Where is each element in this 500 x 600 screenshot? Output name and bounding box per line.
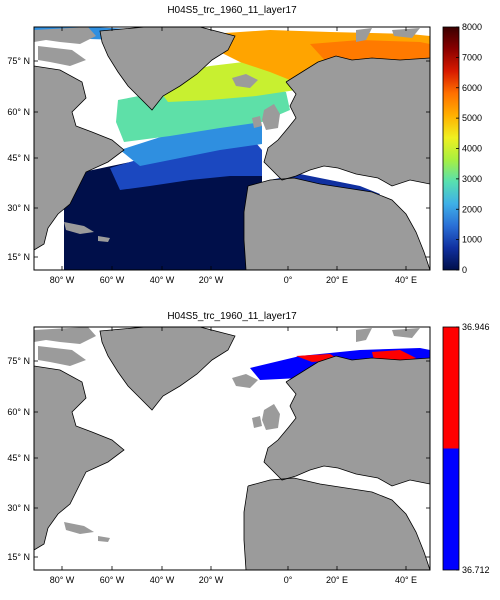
lat-tick-label: 45° N <box>7 453 30 463</box>
lon-tick-label: 40° E <box>395 575 417 585</box>
lon-tick-label: 20° W <box>199 575 224 585</box>
lon-tick-label: 40° W <box>150 275 175 285</box>
lat-tick-label: 30° N <box>7 203 30 213</box>
lon-tick-label: 40° W <box>150 575 175 585</box>
colorbar-tick-label: 6000 <box>462 83 482 93</box>
colorbar-tick-label: 36.712 <box>462 565 490 575</box>
lon-tick-label: 80° W <box>50 575 75 585</box>
lon-tick-label: 80° W <box>50 275 75 285</box>
lat-tick-label: 15° N <box>7 552 30 562</box>
colorbar-tick-label: 4000 <box>462 144 482 154</box>
colorbar-tick-label: 5000 <box>462 113 482 123</box>
colorbar-tick-label: 7000 <box>462 52 482 62</box>
lon-tick-label: 20° E <box>326 575 348 585</box>
colorbar-tick-label: 0 <box>462 265 467 275</box>
lon-tick-label: 0° <box>284 575 293 585</box>
colorbar-tick-label: 3000 <box>462 174 482 184</box>
colorbar-tick-label: 8000 <box>462 22 482 32</box>
lon-tick-label: 60° W <box>100 275 125 285</box>
map-frame <box>33 26 431 271</box>
colorbar-tick-label: 2000 <box>462 204 482 214</box>
lon-tick-label: 20° W <box>199 275 224 285</box>
bottom-map: 80° W 60° W 40° W 20° W 0° 20° E 40° E 75° N 60°… <box>7 326 431 585</box>
lat-tick-label: 75° N <box>7 56 30 66</box>
bottom-colorbar: 36.712 36.946 <box>442 322 490 575</box>
top-panel-title: H04S5_trc_1960_11_layer17 <box>167 5 297 16</box>
lat-tick-label: 45° N <box>7 153 30 163</box>
bottom-panel-title: H04S5_trc_1960_11_layer17 <box>167 311 297 322</box>
colorbar-tick-label: 1000 <box>462 235 482 245</box>
lon-tick-label: 0° <box>284 275 293 285</box>
lat-tick-label: 60° N <box>7 407 30 417</box>
lat-tick-label: 75° N <box>7 356 30 366</box>
lat-tick-label: 15° N <box>7 252 30 262</box>
lat-tick-label: 60° N <box>7 107 30 117</box>
top-colorbar: 0 1000 2000 3000 4000 5000 6000 7000 8000 <box>442 22 482 275</box>
lat-tick-label: 30° N <box>7 503 30 513</box>
lon-tick-label: 60° W <box>100 575 125 585</box>
top-map: 80° W 60° W 40° W 20° W 0° 20° E 40° E 75° N 60°… <box>7 26 431 285</box>
map-frame <box>33 326 431 571</box>
lon-tick-label: 40° E <box>395 275 417 285</box>
colorbar-tick-label: 36.946 <box>462 322 490 332</box>
lon-tick-label: 20° E <box>326 275 348 285</box>
